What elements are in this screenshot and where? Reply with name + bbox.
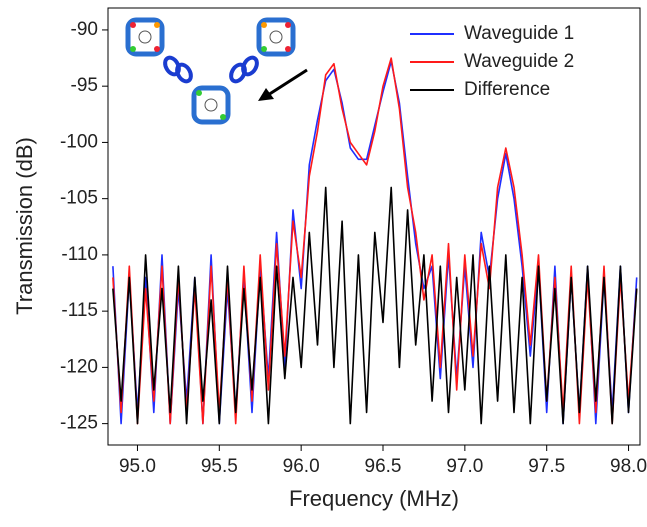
- x-tick-label: 98.0: [610, 456, 647, 477]
- resonator: [256, 17, 296, 57]
- legend-label: Waveguide 1: [464, 23, 574, 44]
- y-tick-label: -120: [60, 356, 98, 377]
- y-tick-label: -95: [71, 75, 98, 96]
- arrow-head: [258, 88, 274, 101]
- resonator: [191, 85, 231, 125]
- x-tick-label: 97.0: [446, 456, 483, 477]
- x-tick-label: 95.0: [119, 456, 156, 477]
- legend-label: Difference: [464, 79, 550, 100]
- x-axis-title: Frequency (MHz): [289, 486, 459, 511]
- y-tick-label: -100: [60, 131, 98, 152]
- y-tick-label: -115: [61, 300, 98, 321]
- series-line: [112, 186, 638, 425]
- y-axis-title: Transmission (dB): [12, 137, 37, 315]
- y-tick-label: -90: [71, 19, 98, 40]
- x-tick-label: 97.5: [528, 456, 565, 477]
- resonator: [125, 17, 165, 57]
- y-tick-label: -110: [61, 244, 98, 265]
- y-tick-label: -105: [60, 188, 98, 209]
- y-tick-label: -125: [60, 413, 98, 434]
- plot-frame: [107, 7, 641, 446]
- inset-diagram: [125, 17, 308, 125]
- arrow: [267, 68, 308, 97]
- x-tick-label: 96.0: [283, 456, 320, 477]
- x-tick-label: 95.5: [201, 456, 238, 477]
- coupler-rings: [163, 55, 259, 84]
- legend-label: Waveguide 2: [464, 51, 574, 72]
- plot-lines: [112, 57, 638, 425]
- x-tick-label: 96.5: [365, 456, 402, 477]
